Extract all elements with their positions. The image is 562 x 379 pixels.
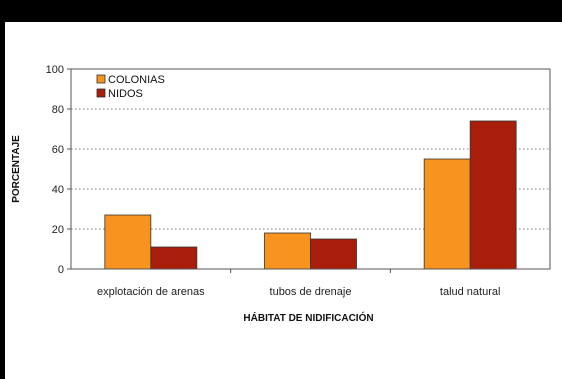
bar-colonias-0 — [104, 214, 152, 270]
plot-area-border — [70, 68, 551, 270]
bars — [104, 120, 517, 270]
bar-nidos-1 — [310, 238, 357, 270]
legend: COLONIAS NIDOS — [96, 74, 165, 100]
y-tick-labels: 0 20 40 60 80 100 — [46, 64, 64, 276]
x-tick-labels: explotación de arenas tubos de drenaje tal… — [97, 286, 500, 298]
x-tick-label: talud natural — [440, 286, 501, 298]
bar-colonias-1 — [264, 232, 311, 270]
y-tick-label: 100 — [46, 64, 64, 76]
legend-swatch-colonias — [96, 74, 106, 84]
y-axis-title: PORCENTAJE — [11, 135, 22, 203]
legend-swatch-nidos — [96, 88, 106, 98]
bar-chart: 0 20 40 60 80 100 explotación de arenas tubos … — [11, 64, 551, 324]
y-tick-label: 40 — [52, 184, 64, 196]
y-tick-label: 0 — [58, 264, 64, 276]
legend-label-colonias: COLONIAS — [108, 74, 165, 86]
y-tick-label: 60 — [52, 144, 64, 156]
chart-frame: 0 20 40 60 80 100 explotación de arenas tubos … — [5, 22, 562, 379]
bar-colonias-2 — [423, 158, 471, 270]
bar-nidos-0 — [150, 246, 198, 270]
x-tick-label: explotación de arenas — [97, 286, 205, 298]
legend-label-nidos: NIDOS — [108, 88, 143, 100]
y-tick-label: 20 — [52, 224, 64, 236]
axes — [67, 68, 551, 273]
bar-nidos-2 — [469, 120, 517, 270]
y-tick-label: 80 — [52, 104, 64, 116]
x-axis-title: HÁBITAT DE NIDIFICACIÓN — [243, 311, 373, 324]
x-tick-label: tubos de drenaje — [270, 286, 352, 298]
